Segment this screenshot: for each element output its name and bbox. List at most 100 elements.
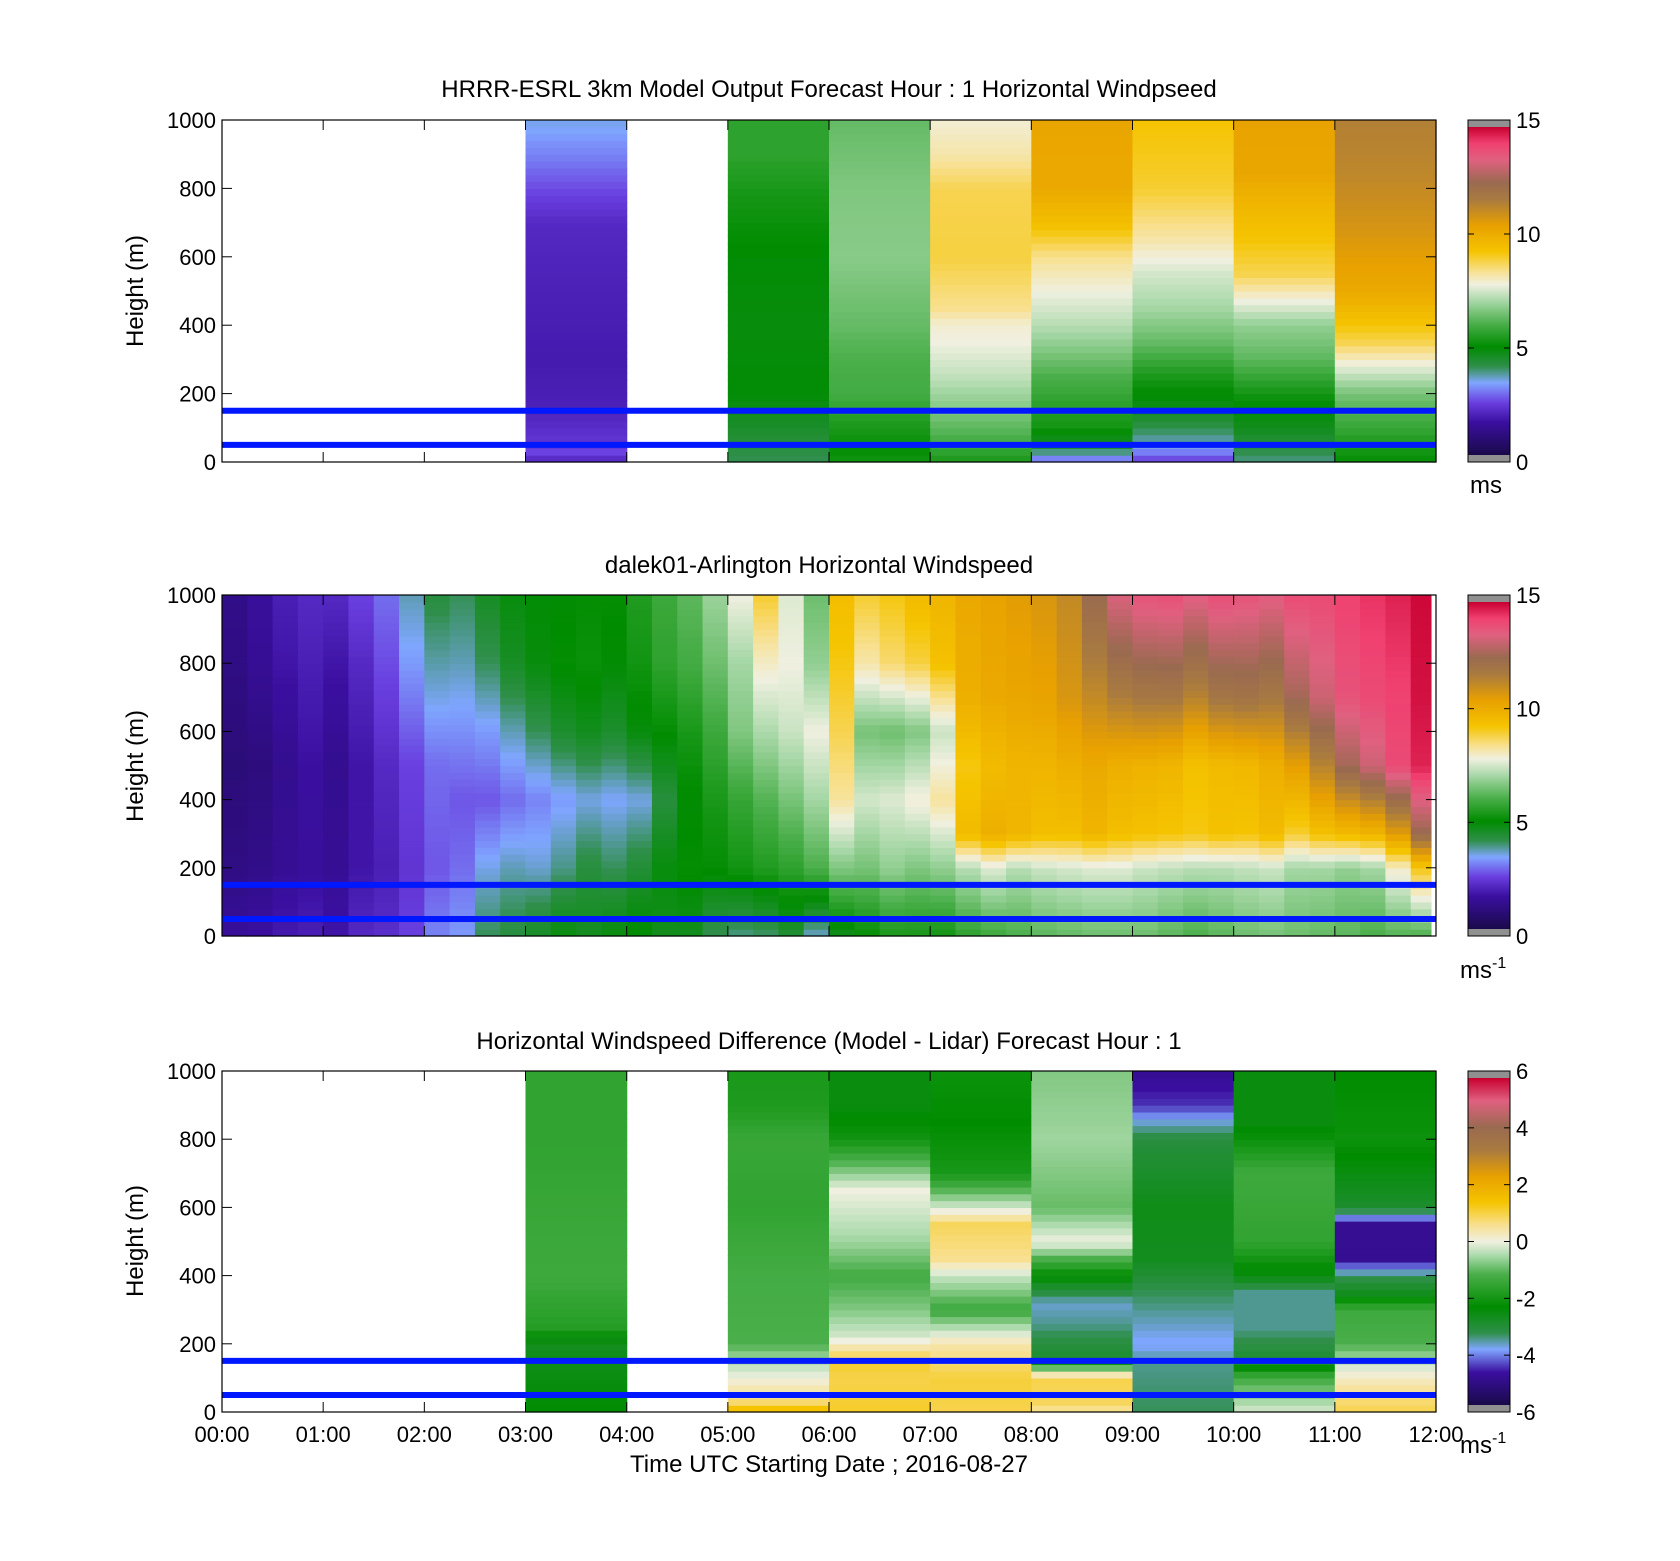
heatmap-cell [651, 840, 678, 848]
heatmap-cell [727, 140, 830, 148]
heatmap-cell [879, 670, 906, 678]
heatmap-cell [879, 806, 906, 814]
heatmap-cell [247, 833, 274, 842]
heatmap-cell [1385, 731, 1412, 739]
heatmap-cell [955, 663, 982, 671]
heatmap-cell [474, 595, 501, 603]
heatmap-cell [601, 704, 628, 712]
heatmap-cell [1385, 601, 1412, 610]
heatmap-cell [651, 772, 678, 780]
heatmap-cell [727, 806, 754, 814]
heatmap-cell [879, 813, 906, 821]
heatmap-cell [727, 1200, 830, 1208]
heatmap-cell [399, 820, 425, 828]
heatmap-cell [1183, 649, 1209, 657]
heatmap-cell [297, 629, 324, 637]
heatmap-cell [222, 704, 248, 712]
heatmap-cell [1233, 785, 1260, 794]
heatmap-cell [576, 847, 602, 855]
heatmap-cell [626, 929, 653, 937]
heatmap-cell [1132, 1296, 1235, 1304]
heatmap-cell [525, 833, 552, 842]
heatmap-cell [955, 867, 982, 876]
heatmap-cell [930, 304, 1032, 313]
heatmap-cell [829, 772, 855, 780]
heatmap-cell [1410, 622, 1432, 630]
heatmap-cell [1006, 622, 1032, 630]
heatmap-cell [651, 765, 678, 773]
heatmap-cell [753, 840, 780, 848]
heatmap-cell [727, 1125, 830, 1133]
heatmap-cell [576, 929, 602, 937]
heatmap-cell [803, 772, 830, 780]
heatmap-cell [651, 595, 678, 603]
heatmap-cell [980, 929, 1007, 937]
heatmap-cell [829, 1166, 931, 1174]
heatmap-cell [247, 779, 274, 787]
heatmap-cell [1056, 724, 1083, 732]
heatmap-cell [247, 799, 274, 808]
heatmap-cell [1309, 595, 1336, 603]
heatmap-cell [702, 676, 729, 685]
heatmap-cell [829, 738, 855, 746]
heatmap-cell [1360, 622, 1387, 630]
heatmap-cell [1031, 311, 1134, 319]
heatmap-cell [1233, 1118, 1336, 1127]
heatmap-cell [1334, 785, 1361, 794]
heatmap-cell [1031, 895, 1058, 903]
heatmap-cell [778, 656, 805, 664]
heatmap-cell [1258, 922, 1285, 930]
heatmap-cell [576, 615, 602, 623]
heatmap-cell [727, 601, 754, 610]
heatmap-cell [1233, 765, 1260, 773]
heatmap-cell [576, 908, 602, 917]
heatmap-cell [1031, 373, 1134, 381]
heatmap-cell [829, 393, 931, 402]
heatmap-cell [373, 656, 400, 664]
heatmap-cell [348, 738, 375, 746]
heatmap-cell [1031, 215, 1134, 224]
heatmap-cell [424, 670, 451, 678]
heatmap-cell [803, 704, 830, 712]
heatmap-cell [753, 697, 780, 705]
heatmap-cell [854, 758, 881, 767]
heatmap-cell [500, 649, 527, 657]
heatmap-cell [1360, 772, 1387, 780]
heatmap-cell [1334, 1118, 1437, 1127]
heatmap-cell [1233, 1255, 1336, 1263]
heatmap-cell [222, 847, 248, 855]
heatmap-cell [373, 833, 400, 842]
heatmap-cell [1385, 922, 1412, 930]
heatmap-cell [803, 758, 830, 767]
heatmap-cell [1031, 908, 1058, 917]
heatmap-cell [500, 663, 527, 671]
heatmap-cell [829, 373, 931, 381]
heatmap-cell [879, 717, 906, 726]
heatmap-cell [1233, 656, 1260, 664]
heatmap-cell [1006, 670, 1032, 678]
heatmap-cell [1385, 690, 1412, 698]
heatmap-cell [1132, 745, 1159, 753]
heatmap-cell [651, 874, 678, 883]
heatmap-cell [222, 765, 248, 773]
heatmap-cell [626, 772, 653, 780]
heatmap-cell [1334, 332, 1437, 340]
heatmap-cell [803, 615, 830, 623]
heatmap-cell [1183, 595, 1209, 603]
heatmap-cell [576, 697, 602, 705]
heatmap-cell [1006, 710, 1032, 719]
heatmap-cell [854, 922, 881, 930]
heatmap-cell [727, 1330, 830, 1338]
heatmap-cell [651, 785, 678, 794]
heatmap-cell [525, 1364, 628, 1372]
heatmap-cell [1081, 888, 1108, 896]
heatmap-cell [1031, 133, 1134, 142]
heatmap-cell [1233, 1152, 1336, 1161]
heatmap-cell [500, 813, 527, 821]
heatmap-cell [525, 359, 628, 367]
heatmap-cell [1309, 840, 1336, 848]
heatmap-cell [626, 710, 653, 719]
heatmap-cell [525, 854, 552, 862]
heatmap-cell [879, 642, 906, 651]
heatmap-cell [980, 779, 1007, 787]
